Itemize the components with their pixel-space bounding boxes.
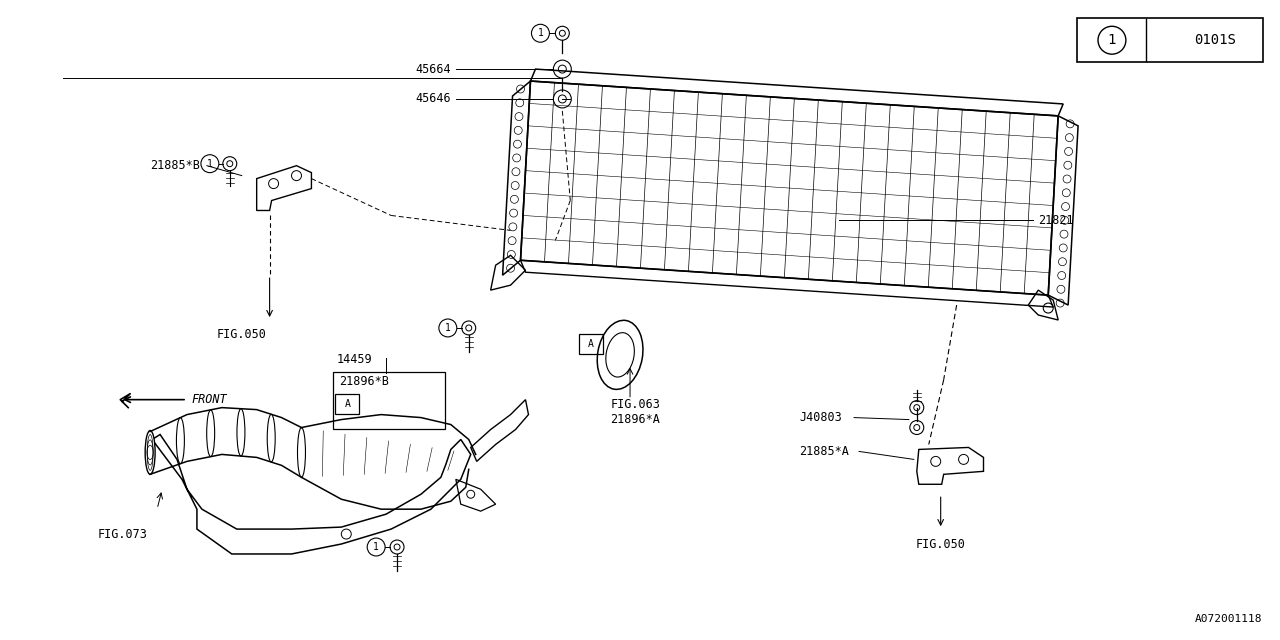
Text: 0101S: 0101S: [1194, 33, 1236, 47]
Text: 1: 1: [374, 542, 379, 552]
Text: 1: 1: [445, 323, 451, 333]
Text: 45664: 45664: [415, 63, 451, 76]
Text: 45646: 45646: [415, 92, 451, 106]
Text: 14459: 14459: [337, 353, 372, 366]
Text: 1: 1: [538, 28, 544, 38]
Text: FIG.050: FIG.050: [915, 538, 965, 550]
Text: 21821: 21821: [1038, 214, 1074, 227]
Text: 21896*A: 21896*A: [611, 413, 660, 426]
Text: A072001118: A072001118: [1194, 614, 1262, 623]
Text: FIG.063: FIG.063: [611, 398, 660, 411]
Ellipse shape: [145, 431, 155, 474]
Text: 21896*B: 21896*B: [339, 375, 389, 388]
Text: A: A: [589, 339, 594, 349]
Text: J40803: J40803: [799, 411, 842, 424]
Text: FIG.050: FIG.050: [216, 328, 266, 341]
Text: FRONT: FRONT: [192, 393, 228, 406]
Text: FIG.073: FIG.073: [97, 527, 147, 541]
Text: 21885*A: 21885*A: [799, 445, 849, 458]
Text: 21885*B: 21885*B: [150, 159, 200, 172]
Text: A: A: [344, 399, 351, 408]
Text: 1: 1: [207, 159, 212, 169]
Text: 1: 1: [1107, 33, 1116, 47]
